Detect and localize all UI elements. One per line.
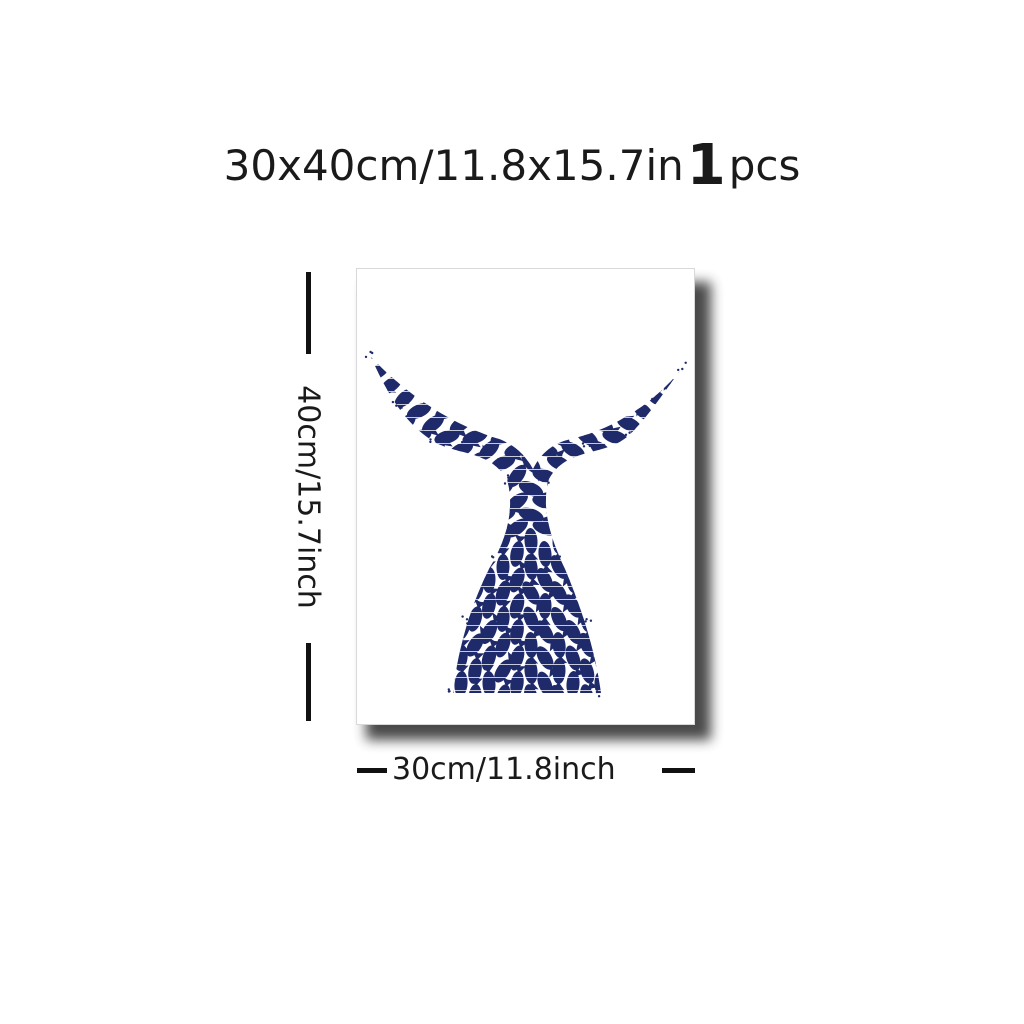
- width-dimension-line-right: [662, 768, 695, 773]
- quantity-number: 1: [686, 133, 726, 198]
- whale-tail-of-fish-icon: [364, 350, 687, 698]
- height-dimension-label: 40cm/15.7inch: [290, 385, 326, 609]
- height-dimension-line-bottom: [306, 643, 311, 721]
- size-text: 30x40cm/11.8x15.7in: [223, 141, 684, 190]
- height-dimension-line-top: [306, 272, 311, 354]
- canvas-print: [356, 268, 695, 725]
- product-size-headline: 30x40cm/11.8x15.7in1pcs: [0, 138, 1024, 194]
- width-dimension-label: 30cm/11.8inch: [392, 752, 616, 787]
- quantity-unit: pcs: [728, 141, 801, 190]
- width-dimension-line-left: [357, 768, 387, 773]
